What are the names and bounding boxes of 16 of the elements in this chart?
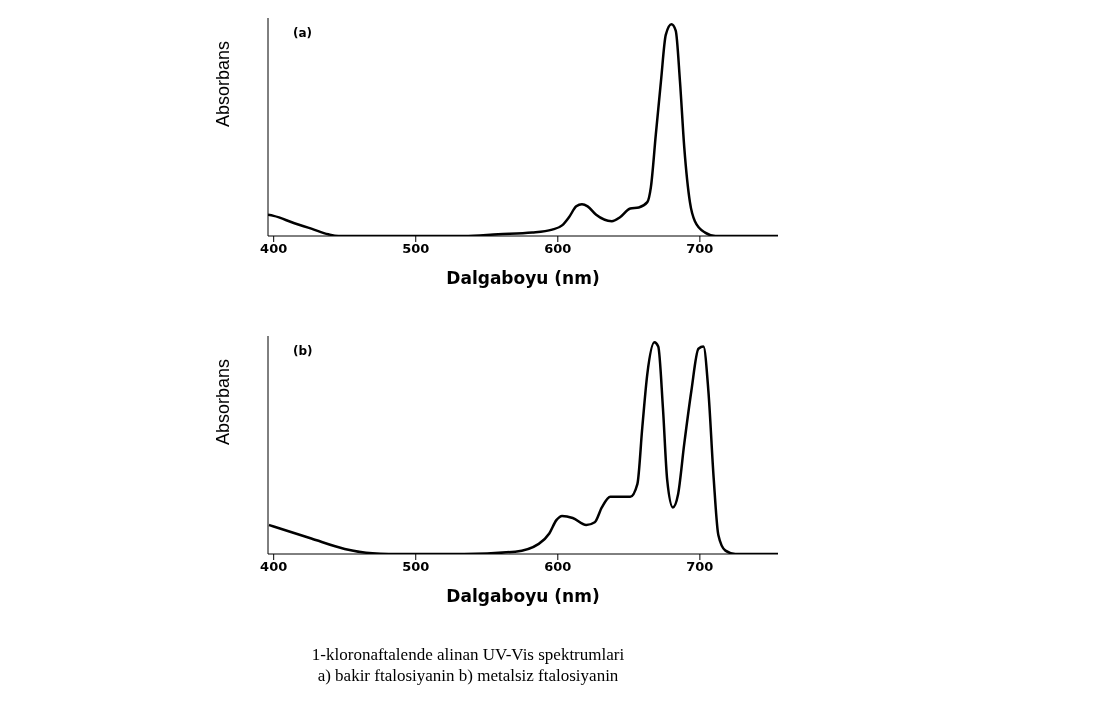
annotation: (a) — [293, 26, 313, 40]
x-tick-label: 500 — [402, 559, 430, 575]
y-axis-title: Absorbans — [213, 40, 234, 127]
x-tick-label: 600 — [544, 241, 572, 257]
text: a) bakir ftalosiyanin b) metalsiz ftalosiyanin — [316, 665, 620, 686]
x-tick-label: 400 — [260, 559, 288, 575]
x-tick-label: 600 — [544, 559, 572, 575]
text: 1-kloronaftalende alinan UV-Vis spektrumlari — [310, 644, 626, 665]
x-tick-label: 500 — [402, 241, 430, 257]
x-tick-label: 400 — [260, 241, 288, 257]
annotation: (b) — [293, 344, 313, 358]
x-axis-title: Dalgaboyu (nm) — [446, 586, 600, 606]
x-tick-label: 700 — [686, 241, 714, 257]
y-axis-title: Absorbans — [213, 358, 234, 445]
x-axis-title: Dalgaboyu (nm) — [446, 268, 600, 288]
x-tick-label: 700 — [686, 559, 714, 575]
